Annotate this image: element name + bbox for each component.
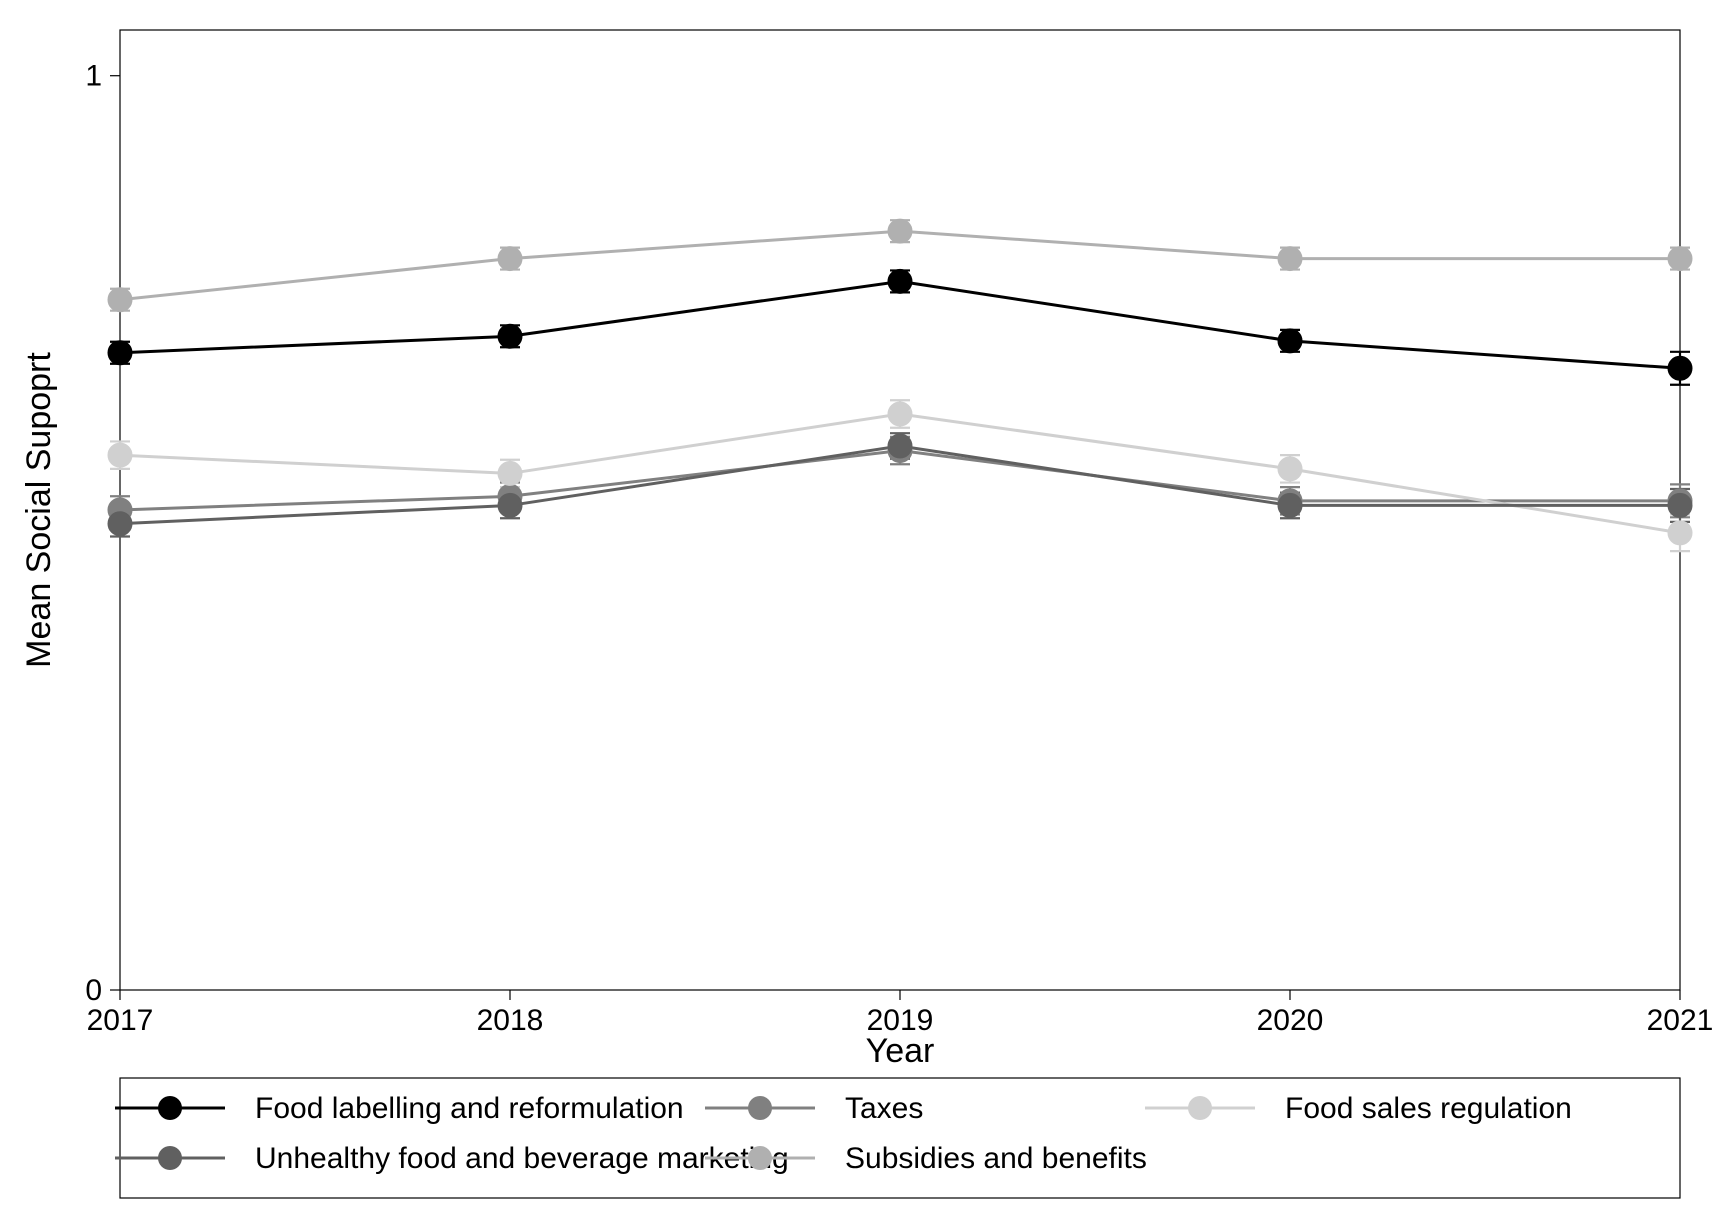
legend-marker-sample bbox=[158, 1146, 182, 1170]
legend-marker-sample bbox=[748, 1096, 772, 1120]
chart-container: 01Mean Social Supoprt2017201820192020202… bbox=[0, 0, 1720, 1218]
legend-label: Taxes bbox=[845, 1092, 923, 1125]
legend-marker-sample bbox=[1188, 1096, 1212, 1120]
series-marker bbox=[1668, 247, 1692, 271]
x-tick-label: 2020 bbox=[1257, 1004, 1324, 1037]
x-tick-label: 2021 bbox=[1647, 1004, 1714, 1037]
x-axis-label: Year bbox=[866, 1032, 935, 1070]
series-marker bbox=[1668, 356, 1692, 380]
series-marker bbox=[108, 512, 132, 536]
series-marker bbox=[1278, 247, 1302, 271]
legend-marker-sample bbox=[158, 1096, 182, 1120]
series-marker bbox=[888, 434, 912, 458]
line-chart-svg: 01Mean Social Supoprt2017201820192020202… bbox=[0, 0, 1720, 1218]
series-marker bbox=[888, 402, 912, 426]
series-marker bbox=[1278, 329, 1302, 353]
y-tick-label: 0 bbox=[85, 974, 102, 1007]
x-tick-label: 2018 bbox=[477, 1004, 544, 1037]
series-marker bbox=[498, 461, 522, 485]
y-tick-label: 1 bbox=[85, 60, 102, 93]
series-marker bbox=[888, 219, 912, 243]
series-marker bbox=[1278, 457, 1302, 481]
series-marker bbox=[888, 269, 912, 293]
legend-label: Subsidies and benefits bbox=[845, 1142, 1147, 1175]
series-line bbox=[120, 281, 1680, 368]
x-tick-label: 2017 bbox=[87, 1004, 154, 1037]
series-marker bbox=[1278, 493, 1302, 517]
series-marker bbox=[108, 288, 132, 312]
series-marker bbox=[498, 493, 522, 517]
series-marker bbox=[1668, 521, 1692, 545]
series-marker bbox=[1668, 493, 1692, 517]
series-marker bbox=[108, 443, 132, 467]
series-marker bbox=[498, 247, 522, 271]
series-line bbox=[120, 414, 1680, 533]
legend-label: Food labelling and reformulation bbox=[255, 1092, 684, 1125]
series-marker bbox=[498, 324, 522, 348]
legend-label: Food sales regulation bbox=[1285, 1092, 1572, 1125]
legend-marker-sample bbox=[748, 1146, 772, 1170]
y-axis-label: Mean Social Supoprt bbox=[20, 352, 58, 668]
plot-area bbox=[120, 30, 1680, 990]
series-marker bbox=[108, 341, 132, 365]
